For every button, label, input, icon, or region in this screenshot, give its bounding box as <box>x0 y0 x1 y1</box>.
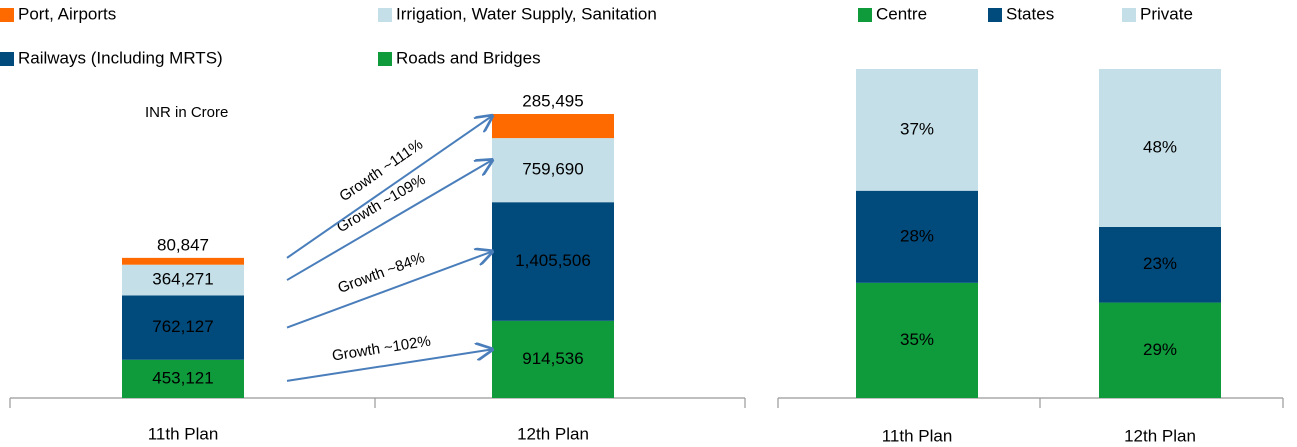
bar-segment <box>492 202 614 321</box>
x-tick-label: 11th Plan <box>882 426 953 445</box>
legend-swatch <box>858 8 872 22</box>
data-label: 762,127 <box>152 317 213 336</box>
data-label: 37% <box>900 119 934 138</box>
data-label: 364,271 <box>152 270 213 289</box>
legend-swatch <box>0 8 14 22</box>
data-label: 23% <box>1143 254 1177 273</box>
legend-label: States <box>1006 4 1054 23</box>
bar-segment <box>122 359 244 398</box>
legend-swatch <box>988 8 1002 22</box>
bar-segment <box>122 264 244 296</box>
x-tick-label: 11th Plan <box>148 424 219 443</box>
legend-label: Irrigation, Water Supply, Sanitation <box>396 4 657 23</box>
legend-label: Private <box>1140 4 1193 23</box>
data-label: 1,405,506 <box>515 251 591 270</box>
growth-label: Growth ~102% <box>331 333 432 365</box>
bar-segment <box>1099 302 1221 398</box>
bar-segment <box>856 282 978 398</box>
data-label: 453,121 <box>152 368 213 387</box>
x-tick-label: 12th Plan <box>517 424 589 443</box>
x-tick-label: 12th Plan <box>1124 426 1196 445</box>
legend-label: Railways (Including MRTS) <box>18 48 223 67</box>
bar-segment <box>856 69 978 191</box>
legend-swatch <box>0 52 14 66</box>
growth-label: Growth ~84% <box>336 249 428 297</box>
data-label: 48% <box>1143 137 1177 156</box>
legend-swatch <box>378 52 392 66</box>
data-label: 759,690 <box>522 160 583 179</box>
bar-segment <box>492 138 614 203</box>
growth-arrow <box>286 116 492 259</box>
data-label: 914,536 <box>522 349 583 368</box>
data-label: 285,495 <box>522 91 583 110</box>
bar-segment <box>492 114 614 139</box>
bar-segment <box>1099 226 1221 303</box>
growth-arrow <box>286 349 492 382</box>
unit-note: INR in Crore <box>145 104 228 121</box>
legend-label: Roads and Bridges <box>396 48 541 67</box>
legend-label: Port, Airports <box>18 4 116 23</box>
data-label: 35% <box>900 330 934 349</box>
bar-segment <box>122 295 244 360</box>
data-label: 28% <box>900 226 934 245</box>
legend-label: Centre <box>876 4 927 23</box>
data-label: 80,847 <box>157 235 209 254</box>
bar-segment <box>492 320 614 398</box>
data-label: 29% <box>1143 340 1177 359</box>
bar-segment <box>1099 69 1221 227</box>
growth-arrow <box>286 160 492 281</box>
bar-segment <box>122 257 244 265</box>
legend-swatch <box>378 8 392 22</box>
legend-swatch <box>1122 8 1136 22</box>
bar-segment <box>856 190 978 283</box>
growth-arrow <box>286 252 492 329</box>
